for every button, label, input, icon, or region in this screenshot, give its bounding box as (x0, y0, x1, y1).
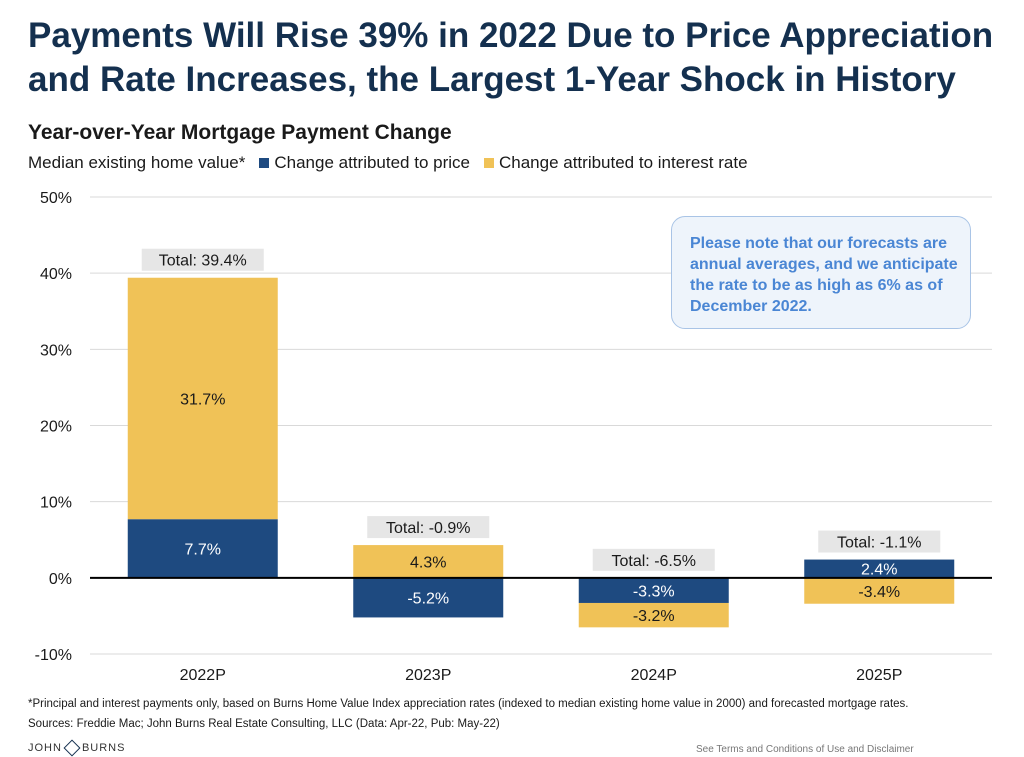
bar-rate-2023P (353, 545, 504, 578)
logo-mark-icon (63, 739, 81, 757)
legend: Median existing home value* Change attri… (28, 153, 748, 173)
forecast-note: Please note that our forecasts are annua… (671, 216, 971, 329)
bar-price-2023P (353, 577, 504, 618)
legend-item-price: Change attributed to price (245, 153, 470, 173)
legend-item-rate: Change attributed to interest rate (470, 153, 748, 173)
y-tick-label: 0% (49, 571, 72, 588)
total-label: Total: -0.9% (386, 520, 470, 537)
legend-label-rate: Change attributed to interest rate (498, 153, 748, 172)
x-tick-label: 2025P (856, 667, 902, 684)
sources: Sources: Freddie Mac; John Burns Real Es… (28, 718, 500, 730)
bar-price-2022P (127, 519, 278, 578)
legend-prefix: Median existing home value* (28, 153, 246, 172)
bar-rate-2024P (578, 602, 729, 628)
total-label-bg (367, 516, 490, 539)
bar-rate-2025P (804, 577, 955, 604)
y-tick-label: -10% (35, 647, 72, 664)
legend-label-price: Change attributed to price (274, 153, 470, 172)
logo-text-right: BURNS (81, 742, 126, 754)
x-tick-label: 2022P (180, 667, 226, 684)
legend-swatch-rate (483, 158, 494, 168)
x-tick-label: 2024P (631, 667, 677, 684)
data-label: -3.4% (858, 584, 900, 601)
company-logo: JOHN BURNS (28, 739, 126, 757)
total-label: Total: 39.4% (159, 253, 247, 270)
y-tick-label: 20% (40, 419, 72, 436)
bar-price-2024P (578, 577, 729, 603)
legend-swatch-price (259, 158, 270, 168)
x-tick-label: 2023P (405, 667, 451, 684)
y-tick-label: 30% (40, 342, 72, 359)
data-label: 7.7% (185, 542, 221, 559)
terms-link[interactable]: See Terms and Conditions of Use and Disc… (696, 744, 914, 755)
page-title: Payments Will Rise 39% in 2022 Due to Pr… (28, 16, 994, 99)
total-label: Total: -6.5% (612, 553, 696, 570)
data-label: 2.4% (861, 562, 897, 579)
y-tick-label: 10% (40, 495, 72, 512)
y-tick-label: 40% (40, 266, 72, 283)
data-label: 4.3% (410, 554, 446, 571)
bar-price-2025P (804, 559, 955, 578)
total-label: Total: -1.1% (837, 535, 921, 552)
total-label-bg (141, 248, 264, 271)
data-label: 31.7% (180, 391, 225, 408)
footnote: *Principal and interest payments only, b… (28, 698, 909, 710)
bar-chart: -10% 0% 10% 20% 30% 40% 50% 7.7% 31.7% Total: 39.… (35, 190, 992, 684)
total-label-bg (592, 548, 715, 571)
bar-rate-2022P (127, 277, 278, 520)
logo-text-left: JOHN (28, 742, 62, 754)
data-label: -3.2% (633, 608, 675, 625)
y-tick-label: 50% (40, 190, 72, 207)
total-label-bg (818, 530, 941, 553)
data-label: -3.3% (633, 583, 675, 600)
chart-title: Year-over-Year Mortgage Payment Change (28, 121, 452, 144)
data-label: -5.2% (407, 591, 449, 608)
